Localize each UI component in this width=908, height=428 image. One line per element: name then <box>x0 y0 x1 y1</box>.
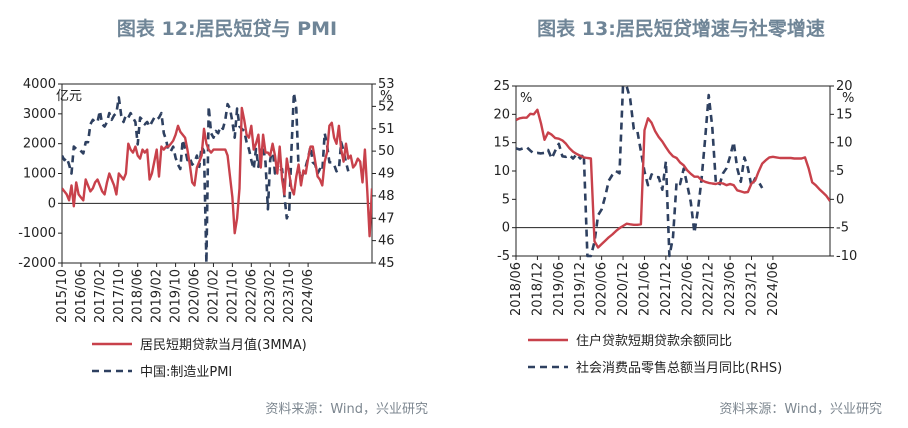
x-tick-label: 2021/12 <box>659 262 674 316</box>
x-tick-label: 2022/06 <box>680 262 695 316</box>
x-tick-label: 2018/06 <box>131 269 146 323</box>
plot-frame <box>515 85 831 257</box>
y2-tick-label: 0 <box>836 192 844 207</box>
x-tick-label: 2023/10 <box>282 269 297 323</box>
x-tick-label: 2023/12 <box>745 262 760 316</box>
x-tick-label: 2022/06 <box>244 269 259 323</box>
y-tick-label: 15 <box>493 136 510 151</box>
y-tick-label: 4000 <box>23 77 56 92</box>
x-tick-label: 2022/12 <box>702 262 717 316</box>
y-tick-label: 25 <box>493 79 510 94</box>
x-tick-label: 2023/02 <box>263 269 278 323</box>
y2-tick-label: -5 <box>836 221 849 236</box>
x-tick-label: 2024/06 <box>766 262 781 316</box>
y-tick-label: 0 <box>48 196 56 211</box>
x-tick-label: 2015/10 <box>55 269 70 323</box>
y-axis-label: 亿元 <box>56 89 82 104</box>
y-tick-label: 2000 <box>23 137 56 152</box>
y2-tick-label: 49 <box>378 167 395 182</box>
y-tick-label: 20 <box>493 107 510 122</box>
chart-title: 图表 13:居民短贷增速与社零增速 <box>537 18 825 40</box>
x-tick-label: 2016/06 <box>74 269 89 323</box>
series-line-dashed <box>62 91 350 265</box>
y-axis-label: % <box>520 91 532 106</box>
y2-tick-label: 53 <box>378 77 395 92</box>
x-tick-label: 2021/10 <box>225 269 240 323</box>
legend-label: 住户贷款短期贷款余额同比 <box>576 333 732 349</box>
y2-tick-label: 20 <box>836 79 853 94</box>
x-tick-label: 2020/06 <box>188 269 203 323</box>
x-tick-label: 2021/02 <box>206 269 221 323</box>
y-tick-label: 3000 <box>23 107 56 122</box>
chart-panel-left: 图表 12:居民短贷与 PMI 4000 3000 2000 1000 0 -1000 -2… <box>18 18 428 417</box>
y2-axis-label: % <box>380 89 392 104</box>
y2-tick-label: 52 <box>378 99 395 114</box>
y2-tick-label: 10 <box>836 136 853 151</box>
chart-panel-right: 图表 13:居民短贷增速与社零增速 25 20 15 10 5 0 -5 20 15 10 5 0 -5… <box>454 0 908 428</box>
y-tick-label: -5 <box>497 249 510 264</box>
x-tick-label: 2024/06 <box>301 269 316 323</box>
y-tick-label: 1000 <box>23 167 56 182</box>
y2-tick-label: 5 <box>836 164 844 179</box>
chart-source: 资料来源：Wind，兴业研究 <box>265 402 428 417</box>
y2-tick-label: -10 <box>836 249 857 264</box>
series-line-solid <box>62 106 372 238</box>
x-tick-label: 2019/06 <box>552 262 567 316</box>
series-line-dashed <box>516 84 764 258</box>
legend-label: 社会消费品零售总额当月同比(RHS) <box>576 360 782 376</box>
x-tick-label: 2019/12 <box>573 262 588 316</box>
series-line-solid <box>516 108 830 249</box>
y2-axis-label: % <box>842 91 854 106</box>
x-tick-label: 2017/10 <box>112 269 127 323</box>
x-tick-label: 2017/02 <box>93 269 108 323</box>
x-tick-label: 2020/12 <box>616 262 631 316</box>
x-tick-label: 2019/02 <box>150 269 165 323</box>
y2-tick-label: 50 <box>378 144 395 159</box>
chart-right: 25 20 15 10 5 0 -5 20 15 10 5 0 -5 -10% % 2018/06 2018/1… <box>493 79 857 376</box>
y2-tick-label: 48 <box>378 189 395 204</box>
legend-label: 居民短期贷款当月值(3MMA) <box>140 337 307 353</box>
x-tick-label: 2021/06 <box>637 262 652 316</box>
y2-tick-label: 46 <box>378 234 395 249</box>
y-tick-label: 10 <box>493 164 510 179</box>
y2-tick-label: 15 <box>836 107 853 122</box>
x-tick-label: 2018/06 <box>509 262 524 316</box>
legend-label: 中国:制造业PMI <box>140 365 232 380</box>
y-tick-label: 5 <box>502 192 510 207</box>
chart-source: 资料来源：Wind，兴业研究 <box>719 402 882 417</box>
y-tick-label: 0 <box>502 221 510 236</box>
x-tick-label: 2018/12 <box>530 262 545 316</box>
x-tick-label: 2019/10 <box>169 269 184 323</box>
chart-title: 图表 12:居民短贷与 PMI <box>116 18 338 40</box>
x-tick-label: 2023/06 <box>723 262 738 316</box>
y2-tick-label: 45 <box>378 256 395 271</box>
y-tick-label: -1000 <box>18 226 56 241</box>
y2-tick-label: 47 <box>378 211 395 226</box>
y2-tick-label: 51 <box>378 122 395 137</box>
chart-left: 4000 3000 2000 1000 0 -1000 -2000 53 52 51 50 49 48 4… <box>18 77 395 380</box>
x-tick-label: 2020/06 <box>595 262 610 316</box>
y-tick-label: -2000 <box>18 256 56 271</box>
